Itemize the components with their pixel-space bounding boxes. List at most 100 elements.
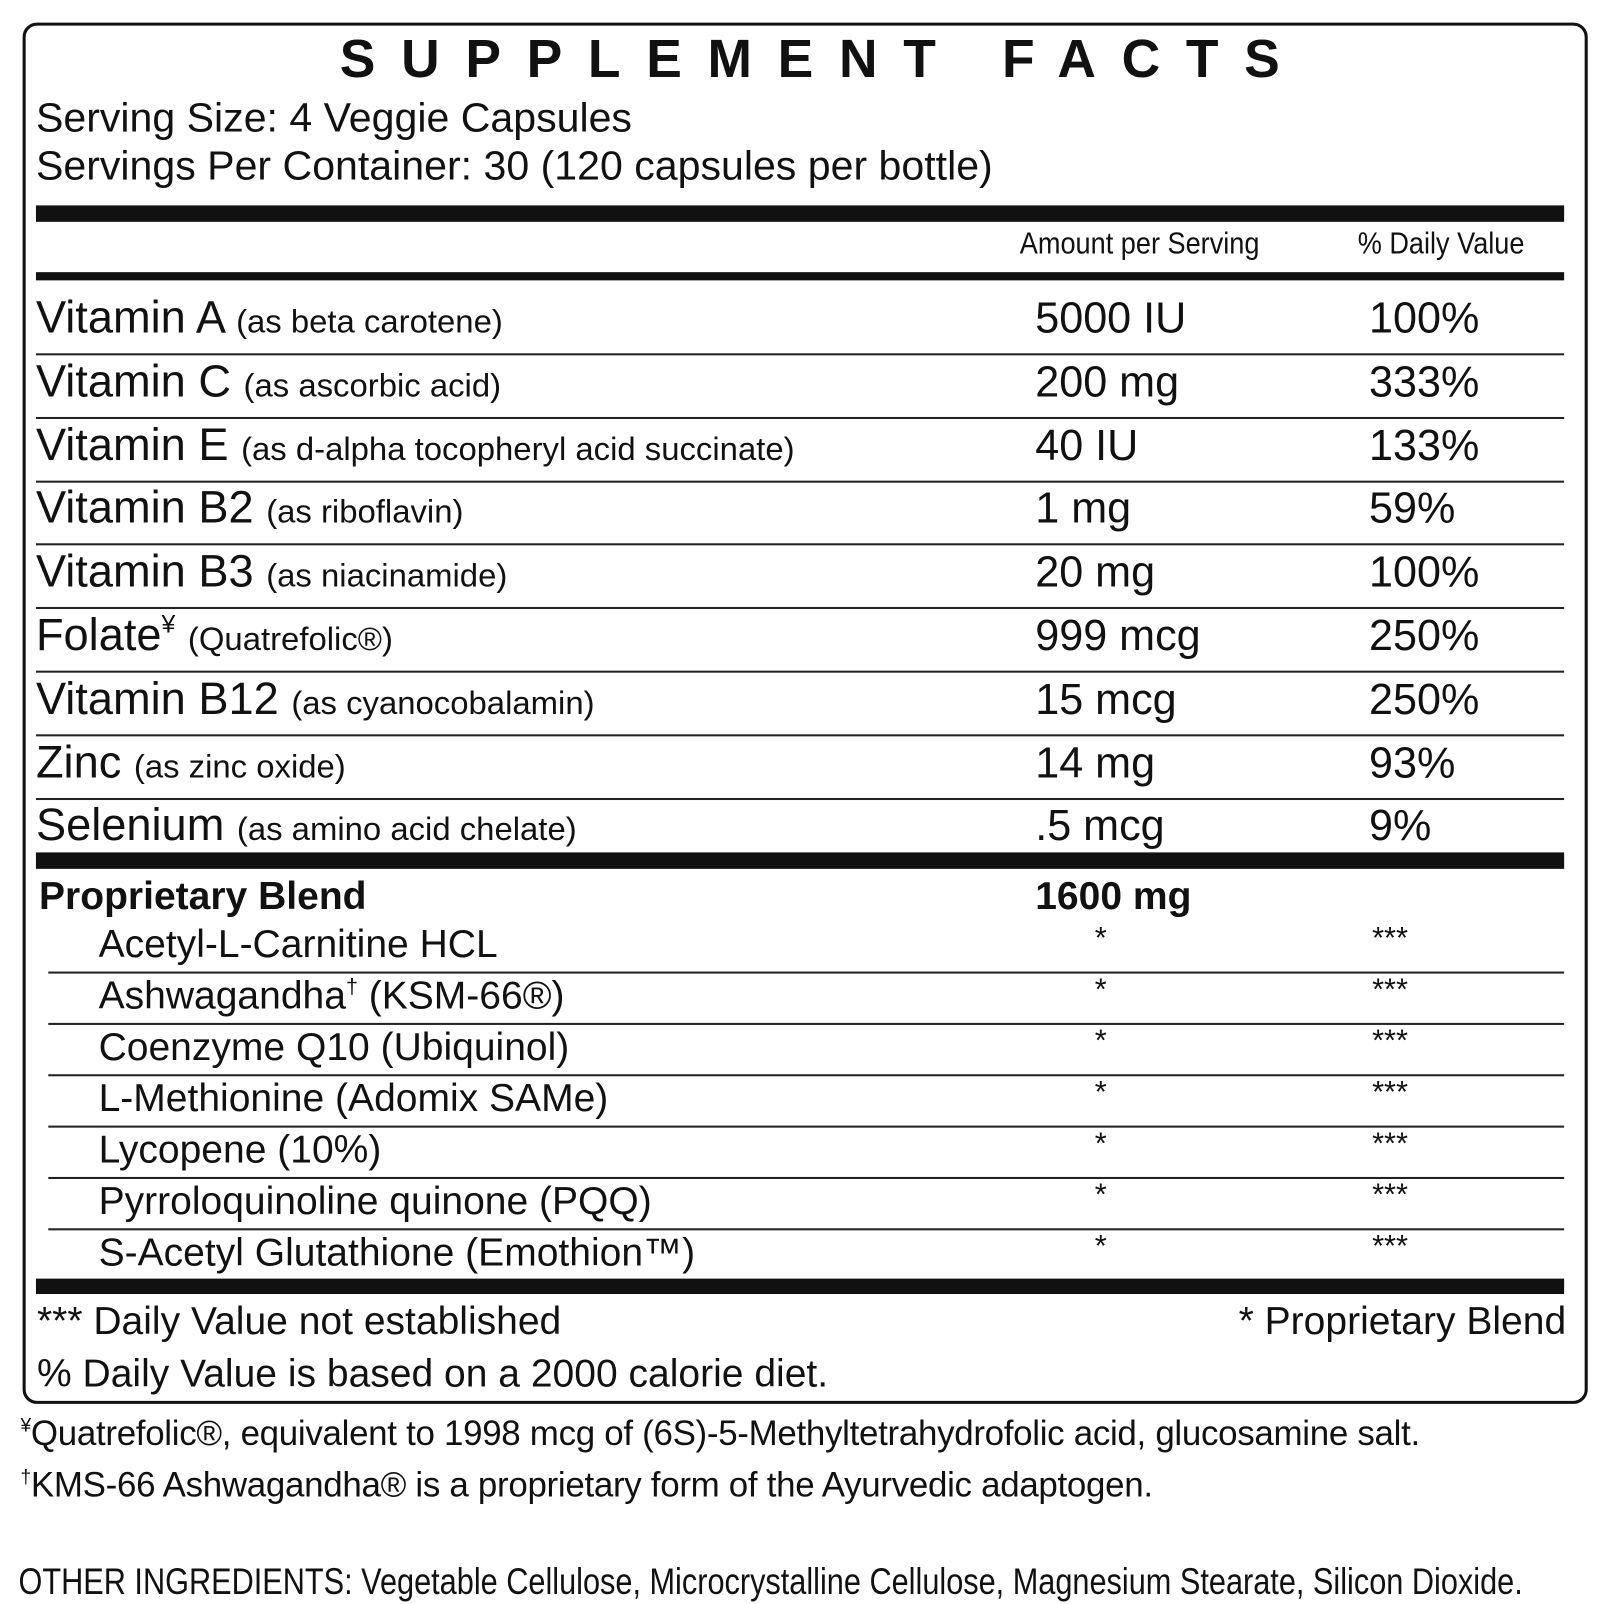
- footnote-mark: †: [20, 1465, 32, 1488]
- ingredient-name: Vitamin B3 (as niacinamide): [36, 546, 507, 602]
- footnote: ¥Quatrefolic®, equivalent to 1998 mcg of…: [20, 1411, 1421, 1456]
- daily-value: 93%: [1368, 737, 1456, 787]
- title: SUPPLEMENT FACTS: [339, 29, 1306, 90]
- detail: (as zinc oxide): [133, 747, 346, 785]
- rule: [35, 1278, 1565, 1295]
- name: Vitamin B3: [35, 546, 254, 597]
- daily-value: 9%: [1368, 801, 1432, 850]
- row-rule: [35, 670, 1565, 673]
- detail: (as niacinamide): [266, 556, 508, 594]
- detail: (KSM-66®): [368, 974, 565, 1018]
- row-rule: [35, 480, 1565, 483]
- column-header: % Daily Value: [1357, 226, 1525, 261]
- detail: (as cyanocobalamin): [291, 683, 595, 721]
- row-rule: [48, 1176, 1565, 1179]
- daily-value: ***: [1372, 1023, 1409, 1058]
- ingredient-name: Selenium (as amino acid chelate): [36, 799, 577, 855]
- ingredient-name: S-Acetyl Glutathione (Emothion™): [99, 1230, 695, 1275]
- name: Vitamin A: [35, 292, 224, 344]
- footnote-mark: †: [345, 975, 358, 999]
- amount: *: [1094, 921, 1107, 956]
- amount: 1 mg: [1035, 484, 1132, 533]
- daily-value: 250%: [1368, 611, 1480, 660]
- amount: .5 mcg: [1035, 801, 1165, 850]
- rule: [35, 272, 1565, 281]
- daily-value: 100%: [1368, 293, 1480, 342]
- detail: (as riboflavin): [266, 493, 464, 531]
- amount: *: [1094, 1177, 1107, 1212]
- row-rule: [48, 971, 1565, 974]
- name: Folate: [35, 610, 162, 661]
- daily-value: 100%: [1368, 547, 1480, 596]
- column-header: Amount per Serving: [1019, 226, 1260, 261]
- amount: 14 mg: [1035, 737, 1156, 787]
- daily-value: 333%: [1368, 357, 1480, 406]
- ingredient-name: Ashwagandha† (KSM-66®): [99, 974, 565, 1019]
- name: Coenzyme Q10 (Ubiquinol): [98, 1025, 570, 1070]
- name: Acetyl-L-Carnitine HCL: [98, 923, 498, 967]
- ingredient-name: L-Methionine (Adomix SAMe): [99, 1076, 609, 1121]
- name: Vitamin B12: [35, 673, 279, 724]
- name: S-Acetyl Glutathione (Emothion™): [98, 1231, 696, 1275]
- name: Ashwagandha: [98, 974, 346, 1018]
- daily-value: ***: [1372, 1229, 1409, 1264]
- name: Lycopene (10%): [98, 1128, 382, 1172]
- daily-value: 250%: [1368, 674, 1480, 723]
- name: Selenium: [35, 800, 225, 851]
- row-rule: [48, 1022, 1565, 1025]
- footnote-mark: ¥: [20, 1414, 32, 1436]
- ingredient-name: Vitamin C (as ascorbic acid): [36, 355, 501, 411]
- facts-box: [22, 22, 1588, 1404]
- serving-size: Serving Size: 4 Veggie Capsules: [35, 95, 632, 141]
- footnote: †KMS-66 Ashwagandha® is a proprietary fo…: [20, 1462, 1154, 1507]
- amount: *: [1094, 1229, 1107, 1264]
- ingredient-name: Vitamin E (as d-alpha tocopheryl acid su…: [36, 419, 795, 475]
- amount: 200 mg: [1035, 357, 1180, 406]
- ingredient-name: Acetyl-L-Carnitine HCL: [99, 922, 498, 967]
- rule: [35, 852, 1565, 869]
- amount: 40 IU: [1035, 420, 1139, 469]
- ingredient-name: Zinc (as zinc oxide): [36, 736, 346, 792]
- row-rule: [35, 353, 1565, 356]
- detail: (as d-alpha tocopheryl acid succinate): [241, 429, 795, 467]
- footnote-text: Quatrefolic®, equivalent to 1998 mcg of …: [30, 1414, 1420, 1454]
- name: Zinc: [35, 736, 122, 788]
- daily-value: 59%: [1368, 484, 1456, 533]
- amount: 15 mcg: [1035, 674, 1177, 723]
- amount: *: [1094, 1075, 1107, 1110]
- name: Vitamin E: [35, 419, 229, 470]
- amount: *: [1094, 1126, 1107, 1161]
- row-rule: [35, 734, 1565, 737]
- blend-amount: 1600 mg: [1035, 875, 1192, 919]
- amount: 999 mcg: [1035, 611, 1201, 660]
- ingredient-name: Pyrroloquinoline quinone (PQQ): [99, 1179, 652, 1224]
- row-rule: [35, 607, 1565, 610]
- daily-value: ***: [1372, 1126, 1409, 1161]
- detail: (Quatrefolic®): [187, 620, 393, 658]
- daily-value: ***: [1372, 921, 1409, 956]
- detail: (as beta carotene): [236, 302, 503, 340]
- name: L-Methionine (Adomix SAMe): [98, 1077, 609, 1121]
- ingredient-name: Vitamin B12 (as cyanocobalamin): [36, 672, 595, 728]
- footnote-mark: ¥: [161, 611, 176, 639]
- detail: (as amino acid chelate): [236, 810, 577, 848]
- other-ingredients: OTHER INGREDIENTS: Vegetable Cellulose, …: [18, 1560, 1523, 1603]
- row-rule: [48, 1125, 1565, 1128]
- daily-value: ***: [1372, 1177, 1409, 1212]
- name: Vitamin C: [35, 356, 231, 407]
- row-rule: [48, 1228, 1565, 1231]
- blend-name: Proprietary Blend: [39, 875, 367, 919]
- footer-note: * Proprietary Blend: [1238, 1300, 1567, 1344]
- daily-value: 133%: [1368, 420, 1480, 469]
- detail: (as ascorbic acid): [243, 366, 502, 404]
- ingredient-name: Folate¥ (Quatrefolic®): [36, 609, 393, 665]
- name: Pyrroloquinoline quinone (PQQ): [98, 1180, 652, 1224]
- servings-per-container: Servings Per Container: 30 (120 capsules…: [35, 143, 993, 189]
- name: Vitamin B2: [35, 483, 254, 534]
- amount: *: [1094, 972, 1107, 1007]
- ingredient-name: Vitamin A (as beta carotene): [36, 292, 503, 348]
- amount: *: [1094, 1023, 1107, 1058]
- row-rule: [35, 797, 1565, 800]
- amount: 20 mg: [1035, 547, 1156, 596]
